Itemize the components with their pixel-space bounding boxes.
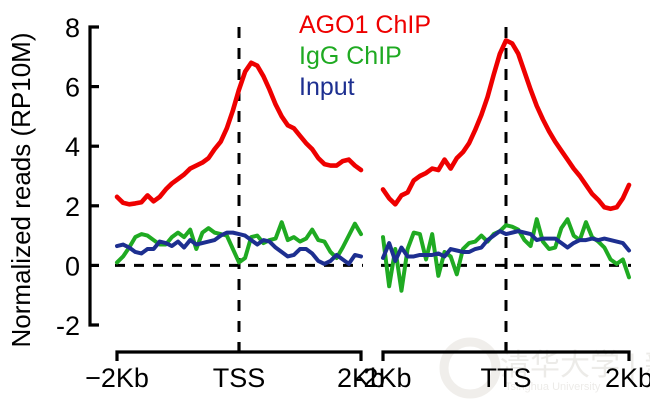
y-axis: 8 6 4 2 0 -2 [56, 13, 99, 341]
watermark-subtext: Tsinghua University [505, 381, 601, 393]
series-line-input [381, 229, 631, 263]
watermark: 清华大学 | 新闻 Tsinghua University [439, 337, 650, 399]
x-axes: −2Kb TSS 2Kb-2Kb TTS 2Kb [85, 342, 650, 393]
y-axis-title: Normalized reads (RP10M) [6, 33, 36, 348]
panel-TTS [380, 27, 632, 342]
panels-group [114, 27, 632, 342]
x-axis-tick-label: 2Kb [605, 363, 650, 393]
x-axis-tick-label: TSS [213, 363, 266, 393]
x-axis-TSS: −2Kb TSS 2Kb [85, 342, 385, 393]
series-line-igg-chip [381, 217, 631, 293]
series-line-ago1-chip [380, 38, 632, 212]
legend: AGO1 ChIP IgG ChIP Input [299, 11, 431, 101]
y-axis-spine [88, 25, 99, 327]
panel-TSS [114, 27, 364, 342]
x-axis-tick-label: −2Kb [85, 363, 149, 393]
x-axis-tick-label: TTS [481, 363, 532, 393]
legend-item-input: Input [299, 73, 355, 101]
y-axis-tick-label: 4 [65, 132, 80, 162]
x-axis-TTS: -2Kb TTS 2Kb [354, 342, 650, 393]
series-line-ago1-chip [114, 60, 364, 207]
x-axis-tick-label: -2Kb [354, 363, 411, 393]
x-axis-tick-label: 2Kb [337, 363, 385, 393]
y-axis-tick-label: -2 [56, 311, 80, 341]
y-axis-tick-label: 2 [65, 192, 80, 222]
y-axis-tick-label: 8 [65, 13, 80, 43]
y-axis-tick-label: 0 [65, 251, 80, 281]
legend-item-igg-chip: IgG ChIP [299, 42, 402, 70]
y-axis-tick-label: 6 [65, 73, 80, 103]
legend-item-ago1-chip: AGO1 ChIP [299, 11, 431, 39]
watermark-text: 清华大学 | 新闻 [500, 349, 650, 382]
series-line-input [115, 230, 363, 266]
